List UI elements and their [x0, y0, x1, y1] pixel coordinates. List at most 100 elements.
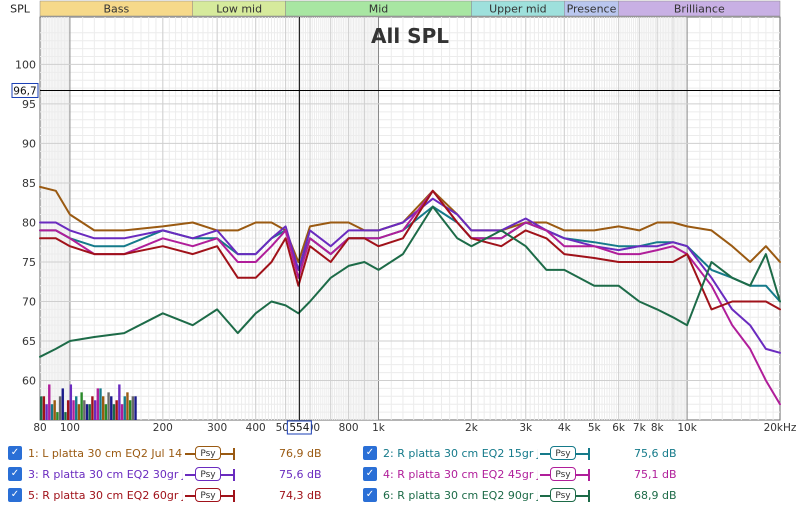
legend-row-3[interactable]: ✓ 3: R platta 30 cm EQ2 30gr Jul Psy 75,…	[8, 464, 339, 484]
mini-bar	[40, 396, 43, 420]
series-line-6	[39, 205, 781, 358]
checkbox-checked-icon[interactable]: ✓	[8, 446, 22, 460]
mini-bar	[75, 396, 78, 420]
mini-bar	[88, 404, 91, 420]
band-label: Bass	[103, 3, 129, 16]
legend-value: 75,6 dB	[279, 467, 322, 481]
legend-label: 1: L platta 30 cm EQ2 Jul 14	[28, 446, 183, 460]
checkbox-checked-icon[interactable]: ✓	[363, 446, 377, 460]
checkbox-checked-icon[interactable]: ✓	[363, 488, 377, 502]
mini-bar	[118, 384, 121, 420]
legend-row-1[interactable]: ✓ 1: L platta 30 cm EQ2 Jul 14 Psy 76,9 …	[8, 443, 339, 463]
spl-chart[interactable]: Bass Low mid Mid Upper mid Presence Brillianc…	[0, 0, 800, 440]
legend-panel: ✓ 1: L platta 30 cm EQ2 Jul 14 Psy 76,9 …	[0, 440, 800, 507]
legend-label: 4: R platta 30 cm EQ2 45gr Jul	[383, 467, 538, 481]
mini-bar	[83, 400, 86, 420]
mini-bar	[107, 392, 110, 420]
checkbox-checked-icon[interactable]: ✓	[363, 467, 377, 481]
x-tick-label: 1k	[372, 422, 386, 434]
x-tick-label: 5k	[588, 422, 602, 434]
y-tick-label: 80	[22, 216, 36, 229]
legend-label: 2: R platta 30 cm EQ2 15gr Jul	[383, 446, 538, 460]
plot-area	[39, 16, 781, 421]
mini-bar	[72, 400, 75, 420]
mini-bar	[96, 388, 99, 420]
mini-bar	[85, 404, 89, 420]
band-label: Presence	[567, 3, 617, 16]
band-label: Low mid	[216, 3, 262, 16]
y-tick-label: 100	[15, 58, 36, 71]
legend-value: 75,1 dB	[634, 467, 677, 481]
mini-bar	[112, 404, 116, 420]
legend-row-5[interactable]: ✓ 5: R platta 30 cm EQ2 60gr Jul Psy 74,…	[8, 485, 339, 505]
mini-bar	[69, 384, 73, 420]
x-tick-label: 100	[60, 422, 80, 434]
mini-bar	[42, 396, 46, 420]
x-tick-label: 80	[33, 422, 46, 434]
cursor-y-value: 96,7	[13, 85, 36, 97]
legend-value: 68,9 dB	[634, 488, 677, 502]
y-tick-label: 60	[22, 374, 36, 387]
mini-bar	[104, 404, 108, 420]
legend-value: 76,9 dB	[279, 446, 322, 460]
mini-bar	[64, 412, 67, 420]
series-line-3	[39, 197, 781, 354]
mini-bar	[53, 400, 56, 420]
legend-label: 3: R platta 30 cm EQ2 30gr Jul	[28, 467, 183, 481]
psy-button[interactable]: Psy	[540, 488, 590, 502]
legend-label: 6: R platta 30 cm EQ2 90gr Jul	[383, 488, 538, 502]
band-label: Upper mid	[489, 3, 547, 16]
x-tick-label: 2k	[465, 422, 479, 434]
psy-button[interactable]: Psy	[540, 467, 590, 481]
y-tick-label: 75	[22, 256, 36, 269]
x-tick-label: 200	[153, 422, 173, 434]
mini-bar	[66, 400, 70, 420]
mini-bar	[131, 396, 135, 420]
mini-bar	[56, 412, 59, 420]
mini-bar	[80, 392, 83, 420]
legend-label: 5: R platta 30 cm EQ2 60gr Jul	[28, 488, 183, 502]
y-tick-label: 70	[22, 295, 36, 308]
legend-row-2[interactable]: ✓ 2: R platta 30 cm EQ2 15gr Jul Psy 75,…	[363, 443, 694, 463]
band-label: Mid	[369, 3, 389, 16]
band-brilliance	[618, 0, 781, 17]
mini-bar	[128, 400, 132, 420]
cursor-y-box	[11, 82, 39, 98]
band-label: Brilliance	[674, 3, 725, 16]
legend-row-6[interactable]: ✓ 6: R platta 30 cm EQ2 90gr Jul Psy 68,…	[363, 485, 694, 505]
legend-value: 75,6 dB	[634, 446, 677, 460]
mini-bar	[45, 404, 48, 420]
mini-bar	[115, 400, 118, 420]
y-tick-label: 95	[22, 98, 36, 111]
x-tick-label: 3k	[519, 422, 533, 434]
x-tick-label: 4k	[558, 422, 572, 434]
mini-bar	[50, 404, 54, 420]
y-axis-label: SPL	[10, 3, 31, 16]
mini-bar	[93, 400, 97, 420]
series-line-5	[39, 189, 781, 311]
psy-button[interactable]: Psy	[185, 488, 235, 502]
x-tick-label: 7k	[633, 422, 647, 434]
mini-bar	[91, 396, 94, 420]
legend-row-4[interactable]: ✓ 4: R platta 30 cm EQ2 45gr Jul Psy 75,…	[363, 464, 694, 484]
mini-bar	[58, 396, 62, 420]
mini-bar	[48, 384, 51, 420]
mini-bar	[99, 388, 102, 420]
legend-value: 74,3 dB	[279, 488, 322, 502]
psy-button[interactable]: Psy	[185, 446, 235, 460]
checkbox-checked-icon[interactable]: ✓	[8, 467, 22, 481]
y-tick-label: 85	[22, 177, 36, 190]
mini-bar	[123, 396, 126, 420]
x-tick-label: 800	[339, 422, 359, 434]
mini-bar	[120, 404, 124, 420]
mini-bar	[101, 396, 105, 420]
checkbox-checked-icon[interactable]: ✓	[8, 488, 22, 502]
mini-bar	[61, 388, 64, 420]
series-line-4	[39, 189, 781, 406]
chart-title: All SPL	[371, 24, 449, 48]
mini-bar	[110, 396, 113, 420]
psy-button[interactable]: Psy	[540, 446, 590, 460]
mini-bar	[134, 396, 137, 420]
psy-button[interactable]: Psy	[185, 467, 235, 481]
cursor-x-value: 554	[289, 422, 309, 434]
